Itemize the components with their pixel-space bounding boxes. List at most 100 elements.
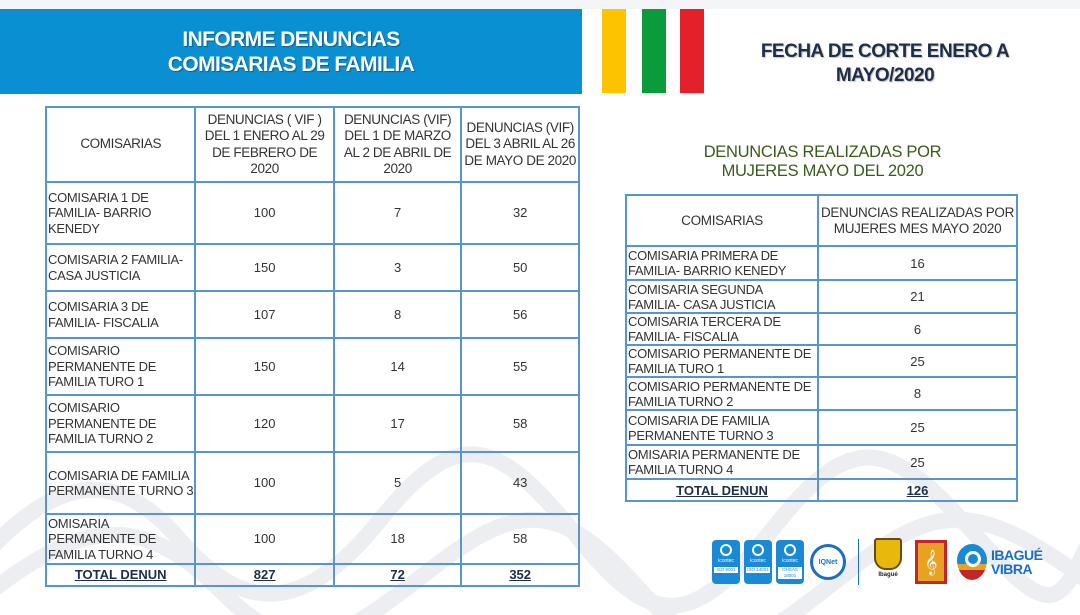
- flag-bar-red: [680, 9, 704, 93]
- col-header-abr-may: DENUNCIAS (VIF) DEL 3 ABRIL AL 26 DE MAY…: [460, 106, 580, 183]
- comisaria-name: COMISARIO PERMANENTE DE FAMILIA TURNO 2: [624, 376, 820, 411]
- comisaria-name: COMISARIA SEGUNDA FAMILIA- CASA JUSTICIA: [624, 279, 820, 314]
- value-abr-may: 50: [460, 243, 580, 292]
- table-row: COMISARIO PERMANENTE DE FAMILIA TURNO 2 …: [624, 376, 1018, 411]
- value-ene-feb: 100: [194, 451, 335, 515]
- cutoff-date-line1: FECHA DE CORTE ENERO A: [760, 41, 1010, 62]
- total-label: TOTAL DENUN: [624, 478, 820, 502]
- comisaria-name: COMISARIA TERCERA DE FAMILIA- FISCALIA: [624, 312, 820, 346]
- table-header-row: COMISARIAS DENUNCIAS REALIZADAS POR MUJE…: [624, 194, 1018, 247]
- icontec-ohsas-badge-icon: icontec OHSAS 18001: [776, 540, 804, 584]
- col-header-ene-feb: DENUNCIAS ( VIF ) DEL 1 ENERO AL 29 DE F…: [194, 106, 335, 183]
- badge-label: ISO 14001: [746, 567, 770, 573]
- women-title-line2: MUJERES MAYO DEL 2020: [721, 162, 924, 180]
- table-row: OMISARIA PERMANENTE DE FAMILIA TURNO 4 2…: [624, 444, 1018, 480]
- table-row: COMISARIA 2 FAMILIA- CASA JUSTICIA 150 3…: [44, 243, 580, 292]
- table-row: OMISARIA PERMANENTE DE FAMILIA TURNO 4 1…: [44, 513, 580, 565]
- ibague-vibra-logo: IBAGUÉ VIBRA: [957, 544, 1043, 580]
- treble-clef-icon: 𝄞: [924, 549, 938, 574]
- iqnet-label: IQNet: [818, 558, 838, 566]
- badge-label: OHSAS 18001: [778, 567, 802, 579]
- table-row: COMISARIO PERMANENTE DE FAMILIA TURO 1 2…: [624, 344, 1018, 378]
- col-header-comisarias: COMISARIAS: [44, 106, 197, 183]
- vibra-line2: VIBRA: [991, 561, 1033, 577]
- value-mar-abr: 5: [332, 451, 463, 515]
- value-abr-may: 43: [460, 451, 580, 515]
- value-abr-may: 56: [460, 290, 580, 339]
- value-ene-feb: 150: [194, 243, 335, 292]
- col-header-mayo: DENUNCIAS REALIZADAS POR MUJERES MES MAY…: [817, 194, 1018, 247]
- badge-brand: icontec: [750, 558, 766, 564]
- col-header-mar-abr: DENUNCIAS (VIF) DEL 1 DE MARZO AL 2 DE A…: [332, 106, 463, 183]
- table-row: COMISARIA 1 DE FAMILIA- BARRIO KENEDY 10…: [44, 181, 580, 245]
- value-mayo: 8: [817, 376, 1018, 411]
- value-ene-feb: 150: [194, 337, 335, 396]
- musical-capital-logo-icon: 𝄞: [915, 540, 947, 584]
- report-title-line2: COMISARIAS DE FAMILIA: [167, 52, 415, 76]
- women-complaints-table: COMISARIAS DENUNCIAS REALIZADAS POR MUJE…: [624, 194, 1018, 502]
- vibra-line1: IBAGUÉ: [991, 547, 1043, 563]
- table-row: COMISARIA TERCERA DE FAMILIA- FISCALIA 6: [624, 312, 1018, 346]
- value-ene-feb: 107: [194, 290, 335, 339]
- value-abr-may: 55: [460, 337, 580, 396]
- value-mayo: 25: [817, 344, 1018, 378]
- value-mar-abr: 3: [332, 243, 463, 292]
- badge-brand: icontec: [718, 558, 734, 564]
- value-mayo: 25: [817, 444, 1018, 480]
- comisaria-name: COMISARIA DE FAMILIA PERMANENTE TURNO 3: [624, 409, 820, 446]
- cutoff-date-line2: MAYO/2020: [835, 65, 935, 86]
- value-abr-may: 58: [460, 513, 580, 565]
- col-header-comisarias: COMISARIAS: [624, 194, 820, 247]
- value-mayo: 16: [817, 245, 1018, 281]
- table-row: COMISARIA DE FAMILIA PERMANENTE TURNO 3 …: [624, 409, 1018, 446]
- icontec-iso9001-badge-icon: icontec ISO 9001: [712, 540, 740, 584]
- icontec-iso14001-badge-icon: icontec ISO 14001: [744, 540, 772, 584]
- top-strip: [0, 0, 1080, 9]
- value-mayo: 21: [817, 279, 1018, 314]
- value-abr-may: 58: [460, 394, 580, 453]
- value-abr-may: 32: [460, 181, 580, 245]
- comisaria-name: COMISARIA PRIMERA DE FAMILIA- BARRIO KEN…: [624, 245, 820, 281]
- vif-complaints-table: COMISARIAS DENUNCIAS ( VIF ) DEL 1 ENERO…: [44, 106, 580, 587]
- comisaria-name: COMISARIO PERMANENTE DE FAMILIA TURO 1: [624, 344, 820, 378]
- value-ene-feb: 120: [194, 394, 335, 453]
- value-mar-abr: 18: [332, 513, 463, 565]
- comisaria-name: COMISARIA 1 DE FAMILIA- BARRIO KENEDY: [44, 181, 197, 245]
- footer-logos: icontec ISO 9001 icontec ISO 14001 icont…: [712, 537, 1043, 587]
- comisaria-name: OMISARIA PERMANENTE DE FAMILIA TURNO 4: [44, 513, 197, 565]
- table-row: COMISARIA DE FAMILIA PERMANENTE TURNO 3 …: [44, 451, 580, 515]
- comisaria-name: COMISARIO PERMANENTE DE FAMILIA TURO 1: [44, 337, 197, 396]
- report-title-banner: INFORME DENUNCIAS COMISARIAS DE FAMILIA: [0, 9, 582, 94]
- comisaria-name: COMISARIO PERMANENTE DE FAMILIA TURNO 2: [44, 394, 197, 453]
- table-row: COMISARIA PRIMERA DE FAMILIA- BARRIO KEN…: [624, 245, 1018, 281]
- cutoff-date: FECHA DE CORTE ENERO A MAYO/2020: [740, 40, 1030, 88]
- value-mar-abr: 7: [332, 181, 463, 245]
- value-mar-abr: 14: [332, 337, 463, 396]
- total-mayo: 126: [817, 478, 1018, 502]
- women-title-line1: DENUNCIAS REALIZADAS POR: [703, 143, 942, 161]
- logo-divider: [858, 539, 859, 585]
- comisaria-name: COMISARIA DE FAMILIA PERMANENTE TURNO 3: [44, 451, 197, 515]
- comisaria-name: COMISARIA 3 DE FAMILIA- FISCALIA: [44, 290, 197, 339]
- report-title-line1: INFORME DENUNCIAS: [182, 27, 400, 51]
- value-mayo: 25: [817, 409, 1018, 446]
- table-row: COMISARIA SEGUNDA FAMILIA- CASA JUSTICIA…: [624, 279, 1018, 314]
- total-abr-may: 352: [460, 563, 580, 587]
- total-mar-abr: 72: [332, 563, 463, 587]
- iqnet-seal-icon: IQNet: [810, 544, 846, 580]
- flag-bar-yellow: [602, 9, 626, 93]
- total-row: TOTAL DENUN 827 72 352: [44, 563, 580, 587]
- women-complaints-title: DENUNCIAS REALIZADAS POR MUJERES MAYO DE…: [660, 143, 985, 181]
- alcaldia-shield-icon: Ibagué: [871, 538, 905, 586]
- table-header-row: COMISARIAS DENUNCIAS ( VIF ) DEL 1 ENERO…: [44, 106, 580, 183]
- total-label: TOTAL DENUN: [44, 563, 197, 587]
- comisaria-name: COMISARIA 2 FAMILIA- CASA JUSTICIA: [44, 243, 197, 292]
- value-ene-feb: 100: [194, 513, 335, 565]
- value-mar-abr: 8: [332, 290, 463, 339]
- badge-brand: icontec: [782, 558, 798, 564]
- table-row: COMISARIO PERMANENTE DE FAMILIA TURO 1 1…: [44, 337, 580, 396]
- alcaldia-caption: Ibagué: [878, 572, 898, 578]
- value-mayo: 6: [817, 312, 1018, 346]
- value-ene-feb: 100: [194, 181, 335, 245]
- total-row: TOTAL DENUN 126: [624, 478, 1018, 502]
